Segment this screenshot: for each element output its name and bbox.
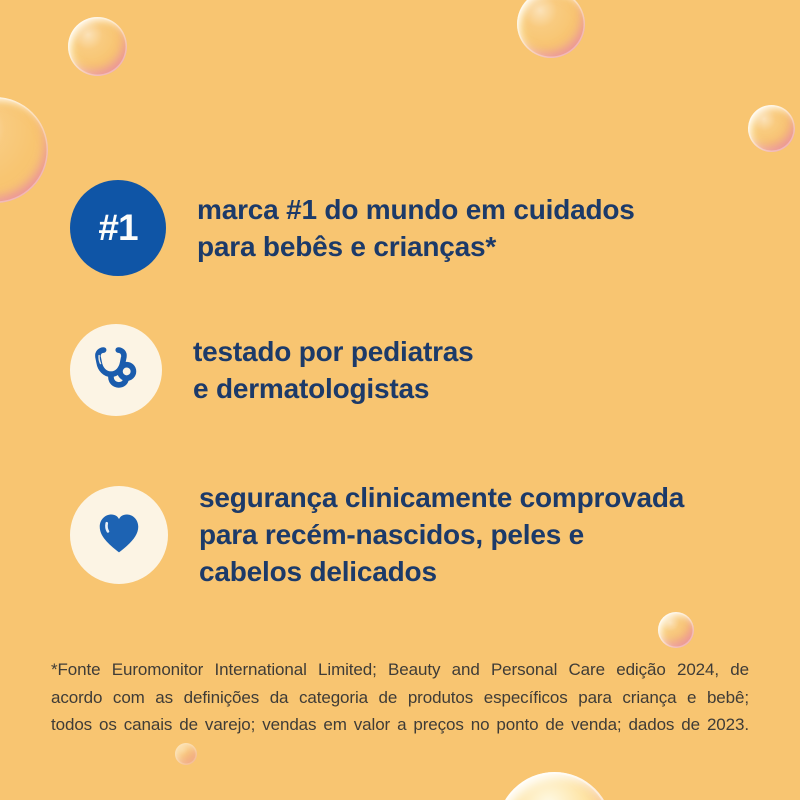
bubble-decoration	[68, 17, 127, 76]
rank-badge: #1	[70, 180, 166, 276]
feature-safety-text: segurança clinicamente comprovada para r…	[199, 482, 685, 587]
feature-rank-text: marca #1 do mundo em cuidados para bebês…	[197, 194, 635, 262]
bubble-decoration	[658, 612, 694, 648]
bubble-decoration	[0, 97, 48, 203]
stethoscope-badge	[70, 324, 162, 416]
heart-icon	[91, 504, 147, 565]
footnote-line: acordo com as definições da categoria de…	[51, 687, 749, 707]
footnote: *Fonte Euromonitor International Limited…	[51, 656, 749, 739]
feature-row-safety: segurança clinicamente comprovada para r…	[70, 479, 772, 590]
stethoscope-icon	[89, 341, 143, 400]
footnote-line: todos os canais de varejo; vendas em val…	[51, 715, 749, 734]
heart-badge	[70, 485, 168, 584]
bubble-decoration	[748, 105, 795, 152]
bubble-decoration	[517, 0, 585, 58]
feature-row-rank: #1 marca #1 do mundo em cuidados para be…	[70, 180, 772, 276]
rank-badge-label: #1	[98, 207, 138, 248]
bubble-decoration	[497, 772, 612, 800]
footnote-line: *Fonte Euromonitor International Limited…	[51, 660, 749, 679]
bubble-decoration	[175, 743, 197, 765]
feature-tested-text: testado por pediatras e dermatologistas	[193, 336, 474, 404]
feature-row-tested: testado por pediatras e dermatologistas	[70, 324, 772, 416]
